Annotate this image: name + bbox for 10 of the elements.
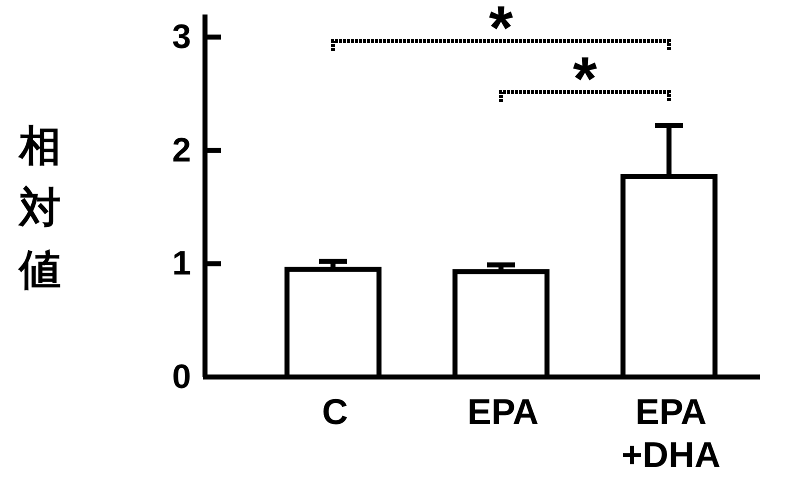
- x-tick-label: EPA: [467, 391, 539, 432]
- annotation: *: [488, 0, 514, 63]
- x-tick-label: C: [322, 391, 348, 432]
- y-tick-label: 3: [172, 18, 191, 56]
- y-tick-label: 1: [172, 244, 191, 283]
- annotation: *: [572, 45, 598, 114]
- x-tick-label: EPA +DHA: [621, 391, 721, 475]
- y-tick-label: 2: [172, 131, 191, 170]
- y-tick-label: 0: [172, 358, 191, 396]
- y-axis-title: 相対値: [17, 122, 61, 293]
